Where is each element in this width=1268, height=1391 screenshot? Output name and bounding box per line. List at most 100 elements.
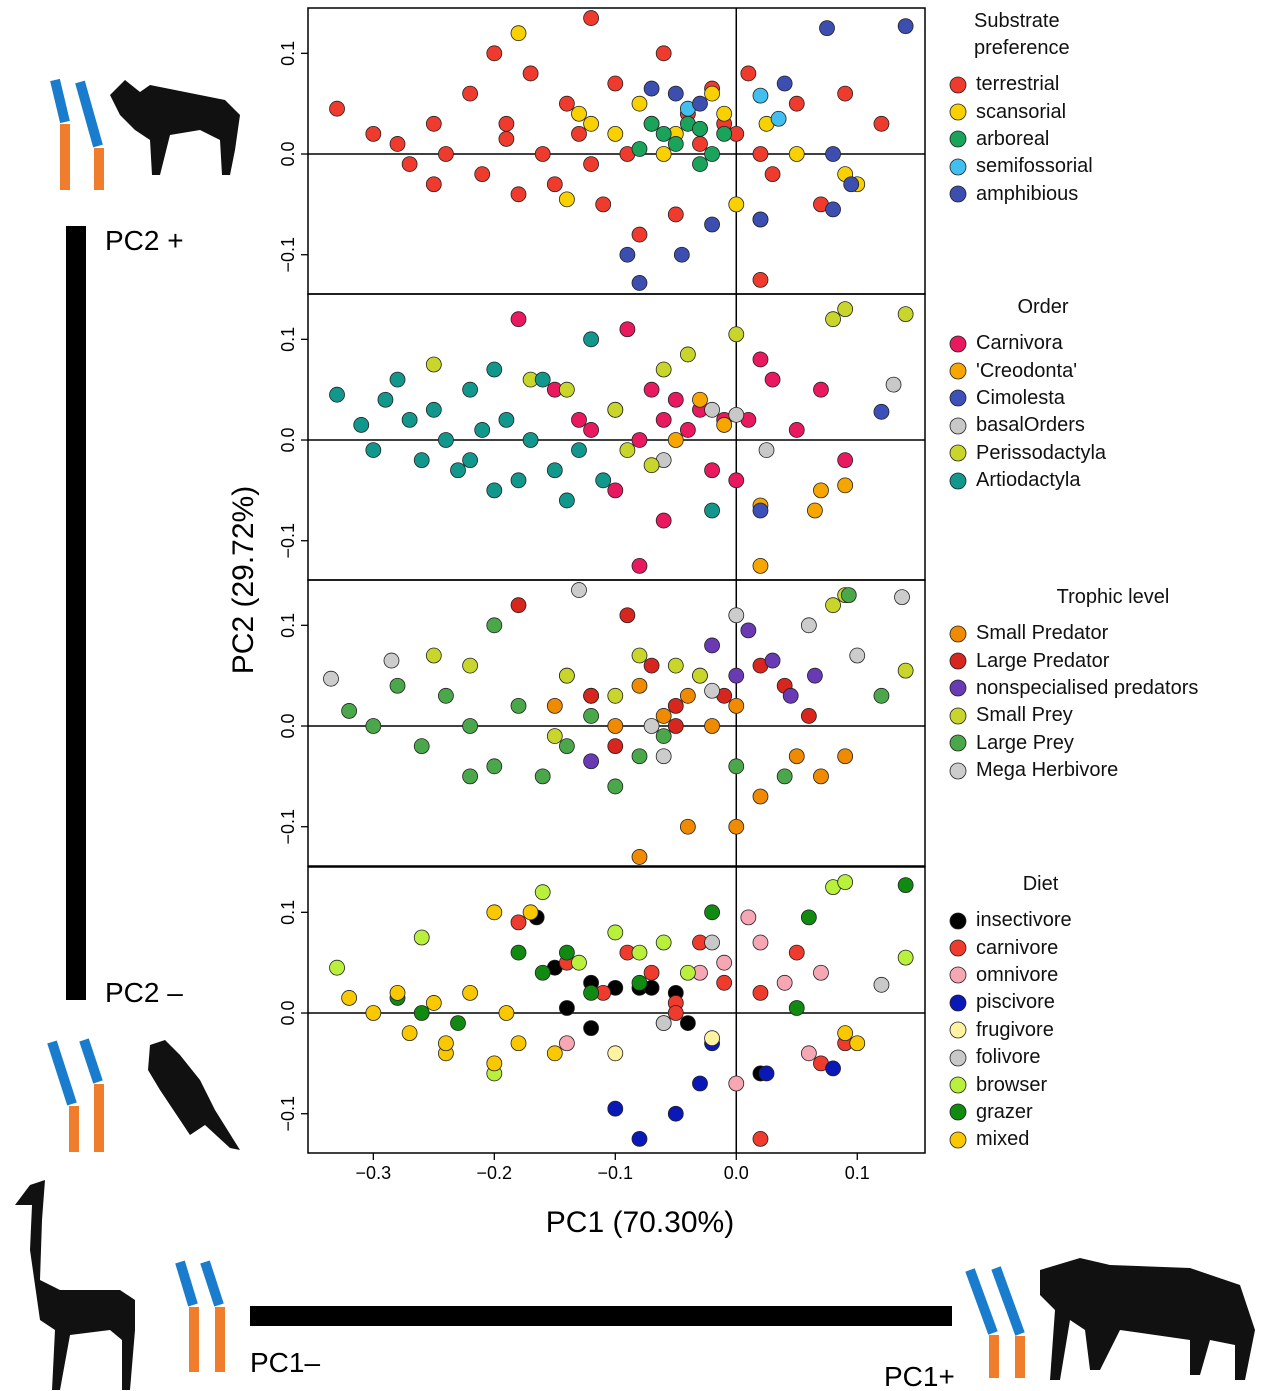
point xyxy=(462,657,479,674)
point xyxy=(486,617,503,634)
legend-marker xyxy=(949,1021,967,1039)
legend-marker xyxy=(949,335,967,353)
point xyxy=(607,924,624,941)
y-tick-label: 0.1 xyxy=(278,327,298,352)
point xyxy=(401,411,418,428)
point xyxy=(607,718,624,734)
point xyxy=(522,432,539,448)
legend-marker xyxy=(949,444,967,462)
legend-item: Small Prey xyxy=(948,702,1268,729)
point xyxy=(837,874,854,891)
legend-swatch xyxy=(949,1131,967,1149)
legend-swatch xyxy=(949,472,967,490)
pc2-bar xyxy=(66,226,86,1000)
point xyxy=(631,944,648,961)
legend-swatch xyxy=(949,1104,967,1121)
point xyxy=(607,125,624,142)
point xyxy=(655,1015,672,1031)
point xyxy=(667,1005,684,1021)
point xyxy=(837,748,854,765)
y-tick-label: 0.1 xyxy=(278,41,298,66)
point xyxy=(825,1060,841,1077)
legend-label: folivore xyxy=(976,1046,1041,1069)
legend-swatch xyxy=(949,762,967,780)
point xyxy=(655,748,672,765)
pc2-minus: PC2 – xyxy=(105,977,183,1008)
point xyxy=(341,703,358,719)
y-tick-label: −0.1 xyxy=(278,523,298,559)
point xyxy=(329,100,345,117)
legend-marker xyxy=(949,417,967,435)
point xyxy=(462,381,479,398)
point xyxy=(728,697,745,714)
point xyxy=(607,687,624,704)
y-tick-label: 0.0 xyxy=(278,428,298,453)
point xyxy=(329,959,345,976)
legend-label: carnivore xyxy=(976,936,1059,959)
point xyxy=(474,166,491,183)
point xyxy=(486,482,503,499)
point xyxy=(583,10,599,26)
point xyxy=(728,196,745,213)
point xyxy=(510,914,527,931)
point xyxy=(770,110,787,127)
point xyxy=(425,115,442,132)
point xyxy=(558,738,575,755)
legend-marker xyxy=(949,362,967,380)
point xyxy=(631,558,648,574)
point xyxy=(558,381,575,398)
point xyxy=(534,371,551,388)
point xyxy=(740,622,757,639)
point xyxy=(655,361,672,378)
point xyxy=(643,657,660,674)
point xyxy=(813,381,829,398)
point xyxy=(425,356,442,373)
legend-swatch xyxy=(949,390,967,407)
point xyxy=(522,65,539,82)
y-tick-label: 0.0 xyxy=(278,714,298,739)
point xyxy=(583,422,599,438)
point xyxy=(571,125,587,142)
point xyxy=(498,411,515,428)
panel: −0.1 0.0 0.1 xyxy=(278,579,926,867)
point xyxy=(619,607,636,624)
point xyxy=(607,1045,624,1062)
legend-swatch xyxy=(949,625,967,643)
plot-frame xyxy=(307,293,926,581)
legend-item: omnivore xyxy=(948,962,1133,989)
legend-swatch xyxy=(949,158,967,176)
y-tick-label: 0.0 xyxy=(278,1001,298,1026)
point xyxy=(401,1025,418,1042)
point xyxy=(450,1015,466,1031)
point xyxy=(776,974,793,991)
legend-marker xyxy=(949,652,967,670)
point xyxy=(655,708,672,724)
legend-item: Large Predator xyxy=(948,647,1268,674)
plot-frame xyxy=(307,866,926,1154)
point xyxy=(692,156,708,172)
legend-label: Large Prey xyxy=(976,731,1074,754)
point xyxy=(365,1005,382,1021)
legend-label: Small Prey xyxy=(976,704,1073,727)
legend-label: insectivore xyxy=(976,909,1072,932)
point xyxy=(788,944,805,961)
point xyxy=(643,964,660,981)
point xyxy=(837,477,854,494)
silhouettes xyxy=(15,80,1255,1390)
point xyxy=(631,974,648,991)
point xyxy=(894,589,910,606)
y-tick-label: 0.1 xyxy=(278,900,298,925)
point xyxy=(498,1005,515,1021)
point xyxy=(510,25,527,42)
point xyxy=(740,909,757,926)
legend-label: Artiodactyla xyxy=(976,469,1081,492)
legend-marker xyxy=(949,994,967,1012)
legend-label: grazer xyxy=(976,1100,1033,1123)
legend-swatch xyxy=(949,335,967,353)
point xyxy=(583,984,599,1001)
point xyxy=(655,45,672,62)
point xyxy=(849,647,866,664)
point xyxy=(752,502,769,519)
legend-item: Mega Herbivore xyxy=(948,757,1268,784)
point xyxy=(728,667,745,684)
